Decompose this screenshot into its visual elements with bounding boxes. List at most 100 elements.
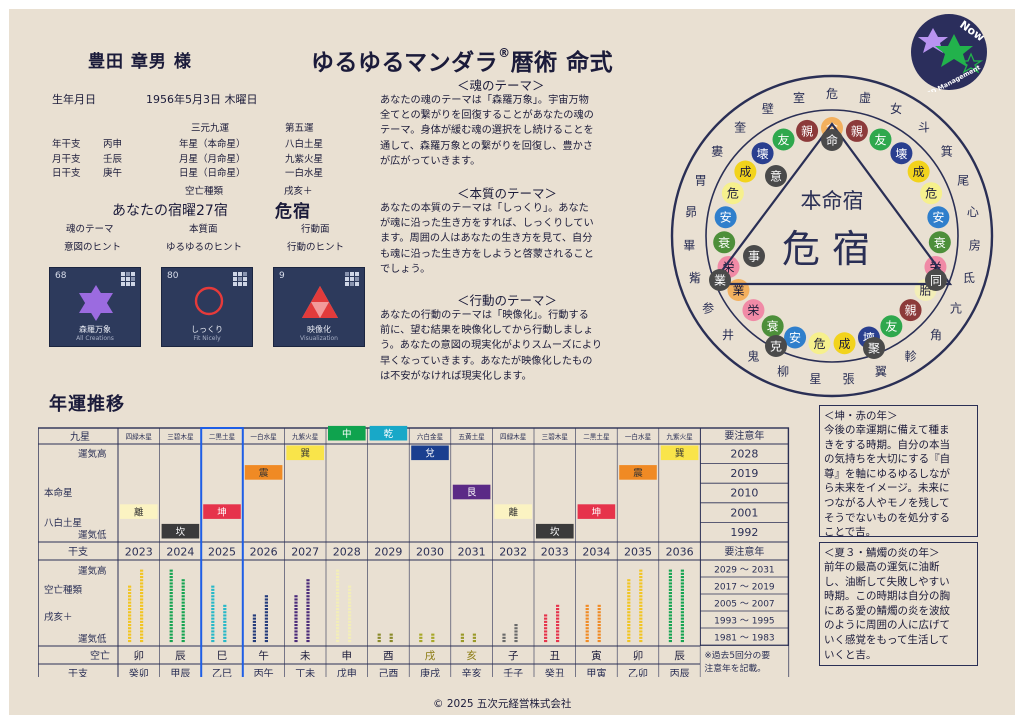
- label-kubo-type: 空亡種類: [44, 584, 83, 596]
- mandala-badge-label: 業: [732, 284, 744, 298]
- kanshi-row-label: 月干支: [52, 153, 81, 165]
- fortune-bar: [680, 569, 684, 643]
- mandala-badge-label: 安: [789, 330, 801, 345]
- col-kubo: 卯: [633, 650, 644, 662]
- fortune-bar: [639, 569, 643, 643]
- col-kyusei: 四緑木星: [500, 432, 527, 441]
- side-note-line: し、油断して失敗しやすい: [824, 575, 950, 588]
- caution-header-2: 要注意年: [724, 545, 764, 558]
- mandala-badge-label: 友: [778, 133, 790, 147]
- fortune-bar: [348, 585, 352, 643]
- fortune-bar: [128, 585, 132, 643]
- col-kubo: 巳: [217, 650, 228, 662]
- label-kanshi: 干支: [68, 546, 88, 558]
- side-note-line: 時期。この時期は自分の胸: [824, 590, 950, 603]
- col-kanshi: 丁未: [295, 668, 315, 677]
- mandala-badge-label: 壊: [757, 147, 769, 161]
- side-note-line: の気持ちを大切にする『自: [824, 453, 951, 466]
- birth-label: 生年月日: [52, 93, 96, 106]
- fortune-bar: [377, 633, 381, 643]
- col-year: 2026: [250, 546, 278, 559]
- side-note-line: いく感覚をもって生活して: [824, 633, 950, 646]
- side-note-heading: ＜坤・赤の年＞: [824, 410, 898, 422]
- mandala-inner-ring: [705, 109, 959, 363]
- mandala-badge: [772, 128, 795, 151]
- mandala-triangle-label: 克: [770, 340, 782, 354]
- card-grid-icon: [233, 272, 247, 286]
- side-note-line: にある愛の鯖燭の炎を波紋: [824, 604, 950, 617]
- mandala-badge: [845, 119, 868, 142]
- fortune-bar: [264, 595, 268, 643]
- mandala-badge: [796, 119, 819, 142]
- col-kubo: 午: [258, 649, 269, 662]
- footer-copyright: © 2025 五次元経営株式会社: [433, 698, 572, 710]
- mandala-badge: [833, 332, 856, 355]
- mandala-outer-label: 尾: [957, 173, 969, 187]
- card-number: 68: [55, 271, 67, 281]
- col-kyusei: 六白金星: [417, 432, 444, 441]
- fortune-marker-label: 震: [633, 468, 643, 479]
- theme-body: あなたの本質のテーマは「しっくり」。あなた が魂に沿った生き方をすれば、しっくりし…: [380, 201, 642, 277]
- col-kyusei: 九紫火星: [666, 432, 693, 441]
- mandala-badge-label: 友: [885, 320, 897, 334]
- mandala-badge-label: 危: [925, 187, 937, 201]
- caution-note-bg: [700, 646, 789, 677]
- mandala-badge: [928, 231, 951, 254]
- kanshi-row-kyusei: 月星（月命星）: [179, 153, 246, 165]
- current-year-highlight: [200, 427, 244, 677]
- fortune-marker: [536, 523, 574, 539]
- col-kubo: 戌: [425, 649, 436, 662]
- mandala-triangle-badge: [863, 337, 885, 359]
- mandala-outer-label: 氐: [963, 271, 975, 285]
- theme-line: う。あなたの意図の現実化がよりスムーズにより: [380, 340, 603, 352]
- birth-value: 1956年5月3日 木曜日: [146, 93, 258, 106]
- col-kyusei: 二黒土星: [209, 432, 236, 441]
- mandala-triangle-badge: [765, 335, 787, 357]
- mandala-badge-label: 友: [874, 133, 886, 147]
- kanshi-row-value: 丙申: [103, 139, 123, 150]
- side-note-line: きをする時期。自分の本当: [824, 438, 950, 451]
- logo-star-outline: [958, 52, 984, 74]
- mandala-outer-label: 星: [809, 372, 821, 386]
- mandala-triangle-badge: [709, 269, 731, 291]
- daigo-label: 第五運: [285, 123, 314, 134]
- col-kanshi: 甲辰: [170, 668, 190, 677]
- mandala-triangle-label: 命: [826, 133, 838, 148]
- mandala-badge: [890, 142, 913, 165]
- col-kanshi: 丙辰: [670, 668, 690, 677]
- card-grid-icon: [345, 272, 359, 286]
- section-title: 年運推移: [49, 394, 125, 415]
- ring-icon: [194, 286, 224, 316]
- fortune-bar: [181, 579, 185, 643]
- col-kubo: 卯: [134, 650, 145, 662]
- col-kyusei: 一白水星: [625, 432, 652, 441]
- col-year: 2033: [541, 546, 569, 559]
- mandala-outer-label: 室: [793, 90, 805, 105]
- card-en: Fit Nicely: [193, 335, 221, 342]
- col-kubo: 丑: [550, 650, 561, 662]
- kanshi-row-label: 日干支: [52, 168, 81, 179]
- fortune-bar: [668, 569, 672, 643]
- label-low: 運気低: [78, 529, 107, 541]
- kanshi-row-unsei: 九紫火星: [285, 153, 324, 165]
- mandala-outer-label: 婁: [711, 145, 723, 159]
- page-title: ゆるゆるマンダラ®暦術 命式: [311, 43, 613, 77]
- theme-line: は不安がなければ現実化します。: [380, 370, 532, 382]
- mandala-outer-label: 虚: [859, 91, 871, 105]
- fortune-marker-label: 離: [134, 506, 144, 518]
- card-en: All Creations: [76, 335, 114, 342]
- card-name: 映像化: [307, 325, 331, 334]
- mandala-badge-label: 栄: [747, 304, 759, 318]
- col-year: 2034: [582, 546, 610, 559]
- caution-year: 2001: [730, 506, 758, 519]
- caution-year: 2010: [730, 487, 758, 500]
- mandala-outer-label: 張: [843, 372, 855, 386]
- col-year: 2023: [125, 546, 153, 559]
- page: 豊田 章男 様 ゆるゆるマンダラ®暦術 命式 Now 5D Management…: [9, 9, 1015, 715]
- theme-line: でしょう。: [380, 263, 431, 275]
- caution-range: 1993 ～ 1995: [714, 617, 775, 627]
- side-note-heading: ＜夏３・鯖燭の炎の年＞: [824, 547, 940, 559]
- fortune-bar: [389, 633, 393, 643]
- mandala-badge-label: 成: [739, 165, 751, 179]
- col-kubo: 寅: [591, 649, 602, 662]
